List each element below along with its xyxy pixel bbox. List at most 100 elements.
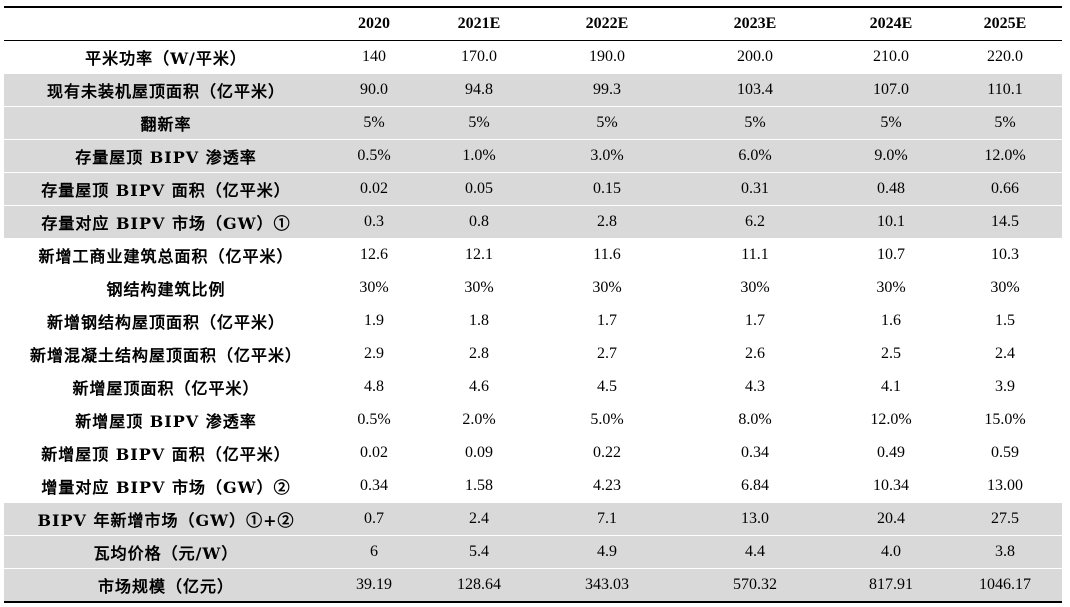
table-cell: 4.8 (328, 370, 420, 404)
row-label: 新增混凝土结构屋顶面积（亿平米） (4, 337, 328, 371)
table-cell: 128.64 (420, 568, 538, 603)
table-row: 存量屋顶 BIPV 面积（亿平米） 0.02 0.05 0.15 0.31 0.48 0.6… (4, 172, 1062, 206)
row-label: 新增钢结构屋顶面积（亿平米） (4, 304, 328, 338)
table-row: 存量对应 BIPV 市场（GW）① 0.3 0.8 2.8 6.2 10.1 14.5 (4, 205, 1062, 239)
table-row: 增量对应 BIPV 市场（GW）② 0.34 1.58 4.23 6.84 10.34 13… (4, 469, 1062, 503)
table-cell: 0.66 (948, 172, 1062, 206)
table-cell: 8.0% (676, 403, 834, 437)
row-label: 现有未装机屋顶面积（亿平米） (4, 73, 328, 107)
table-cell: 4.6 (420, 370, 538, 404)
table-cell: 4.9 (538, 535, 676, 569)
header-cell-2024e: 2024E (834, 7, 948, 41)
table-cell: 2.0% (420, 403, 538, 437)
table-cell: 0.22 (538, 436, 676, 470)
table-cell: 0.3 (328, 205, 420, 239)
table-row: 存量屋顶 BIPV 渗透率 0.5% 1.0% 3.0% 6.0% 9.0% 12.0% (4, 139, 1062, 173)
table-cell: 6 (328, 535, 420, 569)
table-cell: 110.1 (948, 73, 1062, 107)
table-cell: 0.31 (676, 172, 834, 206)
table-cell: 2.6 (676, 337, 834, 371)
table-cell: 0.8 (420, 205, 538, 239)
table-cell: 170.0 (420, 40, 538, 74)
table-cell: 12.1 (420, 238, 538, 272)
row-label: 钢结构建筑比例 (4, 271, 328, 305)
table-cell: 13.00 (948, 469, 1062, 503)
table-row: 新增屋顶面积（亿平米） 4.8 4.6 4.5 4.3 4.1 3.9 (4, 370, 1062, 404)
table-cell: 99.3 (538, 73, 676, 107)
table-cell: 200.0 (676, 40, 834, 74)
table-cell: 39.19 (328, 568, 420, 603)
row-label: 存量屋顶 BIPV 渗透率 (4, 139, 328, 173)
table-cell: 14.5 (948, 205, 1062, 239)
table-cell: 3.0% (538, 139, 676, 173)
table-cell: 0.48 (834, 172, 948, 206)
row-label: 新增屋顶 BIPV 面积（亿平米） (4, 436, 328, 470)
bipv-market-table: 2020 2021E 2022E 2023E 2024E 2025E 平米功率（… (4, 6, 1062, 603)
table-cell: 12.0% (948, 139, 1062, 173)
row-label: 新增工商业建筑总面积（亿平米） (4, 238, 328, 272)
table-row: 新增屋顶 BIPV 面积（亿平米） 0.02 0.09 0.22 0.34 0.49 0.5… (4, 436, 1062, 470)
table-cell: 4.3 (676, 370, 834, 404)
table-cell: 0.7 (328, 502, 420, 536)
table-cell: 220.0 (948, 40, 1062, 74)
table-cell: 5% (676, 106, 834, 140)
table-cell: 1.8 (420, 304, 538, 338)
table-cell: 30% (538, 271, 676, 305)
table-cell: 0.15 (538, 172, 676, 206)
table-cell: 2.4 (420, 502, 538, 536)
row-label: 存量屋顶 BIPV 面积（亿平米） (4, 172, 328, 206)
table-cell: 1.9 (328, 304, 420, 338)
table-cell: 0.05 (420, 172, 538, 206)
table-cell: 1.0% (420, 139, 538, 173)
table-row: 新增屋顶 BIPV 渗透率 0.5% 2.0% 5.0% 8.0% 12.0% 15.0% (4, 403, 1062, 437)
table-cell: 210.0 (834, 40, 948, 74)
table-cell: 12.0% (834, 403, 948, 437)
table-cell: 0.5% (328, 139, 420, 173)
table-cell: 0.09 (420, 436, 538, 470)
table-cell: 30% (328, 271, 420, 305)
row-label: 新增屋顶 BIPV 渗透率 (4, 403, 328, 437)
table-row: 钢结构建筑比例 30% 30% 30% 30% 30% 30% (4, 271, 1062, 305)
header-cell-2020: 2020 (328, 7, 420, 41)
table-cell: 4.4 (676, 535, 834, 569)
row-label: 增量对应 BIPV 市场（GW）② (4, 469, 328, 503)
row-label: 存量对应 BIPV 市场（GW）① (4, 205, 328, 239)
table-cell: 10.34 (834, 469, 948, 503)
table-cell: 190.0 (538, 40, 676, 74)
table-cell: 570.32 (676, 568, 834, 603)
table-cell: 1.5 (948, 304, 1062, 338)
table-cell: 9.0% (834, 139, 948, 173)
table-cell: 20.4 (834, 502, 948, 536)
table-cell: 11.6 (538, 238, 676, 272)
table-cell: 2.8 (420, 337, 538, 371)
table-cell: 6.0% (676, 139, 834, 173)
table-cell: 90.0 (328, 73, 420, 107)
table-row: 新增钢结构屋顶面积（亿平米） 1.9 1.8 1.7 1.7 1.6 1.5 (4, 304, 1062, 338)
table-cell: 1.58 (420, 469, 538, 503)
table-cell: 2.9 (328, 337, 420, 371)
table-row: 瓦均价格（元/W） 6 5.4 4.9 4.4 4.0 3.8 (4, 535, 1062, 569)
table-cell: 5.0% (538, 403, 676, 437)
table-cell: 6.84 (676, 469, 834, 503)
table-cell: 11.1 (676, 238, 834, 272)
table-cell: 10.7 (834, 238, 948, 272)
table-cell: 0.34 (328, 469, 420, 503)
table-cell: 5% (328, 106, 420, 140)
table-cell: 5% (420, 106, 538, 140)
table-cell: 3.9 (948, 370, 1062, 404)
row-label: BIPV 年新增市场（GW）①+② (4, 502, 328, 536)
row-label: 瓦均价格（元/W） (4, 535, 328, 569)
table-cell: 94.8 (420, 73, 538, 107)
table-cell: 2.8 (538, 205, 676, 239)
table-cell: 1.7 (538, 304, 676, 338)
table-cell: 0.34 (676, 436, 834, 470)
table-cell: 4.23 (538, 469, 676, 503)
table-row: 新增工商业建筑总面积（亿平米） 12.6 12.1 11.6 11.1 10.7 10.3 (4, 238, 1062, 272)
table-cell: 12.6 (328, 238, 420, 272)
table-row: 市场规模（亿元） 39.19 128.64 343.03 570.32 817.91 104… (4, 568, 1062, 603)
table-cell: 1.6 (834, 304, 948, 338)
table-cell: 0.59 (948, 436, 1062, 470)
table-cell: 15.0% (948, 403, 1062, 437)
header-cell-2022e: 2022E (538, 7, 676, 41)
